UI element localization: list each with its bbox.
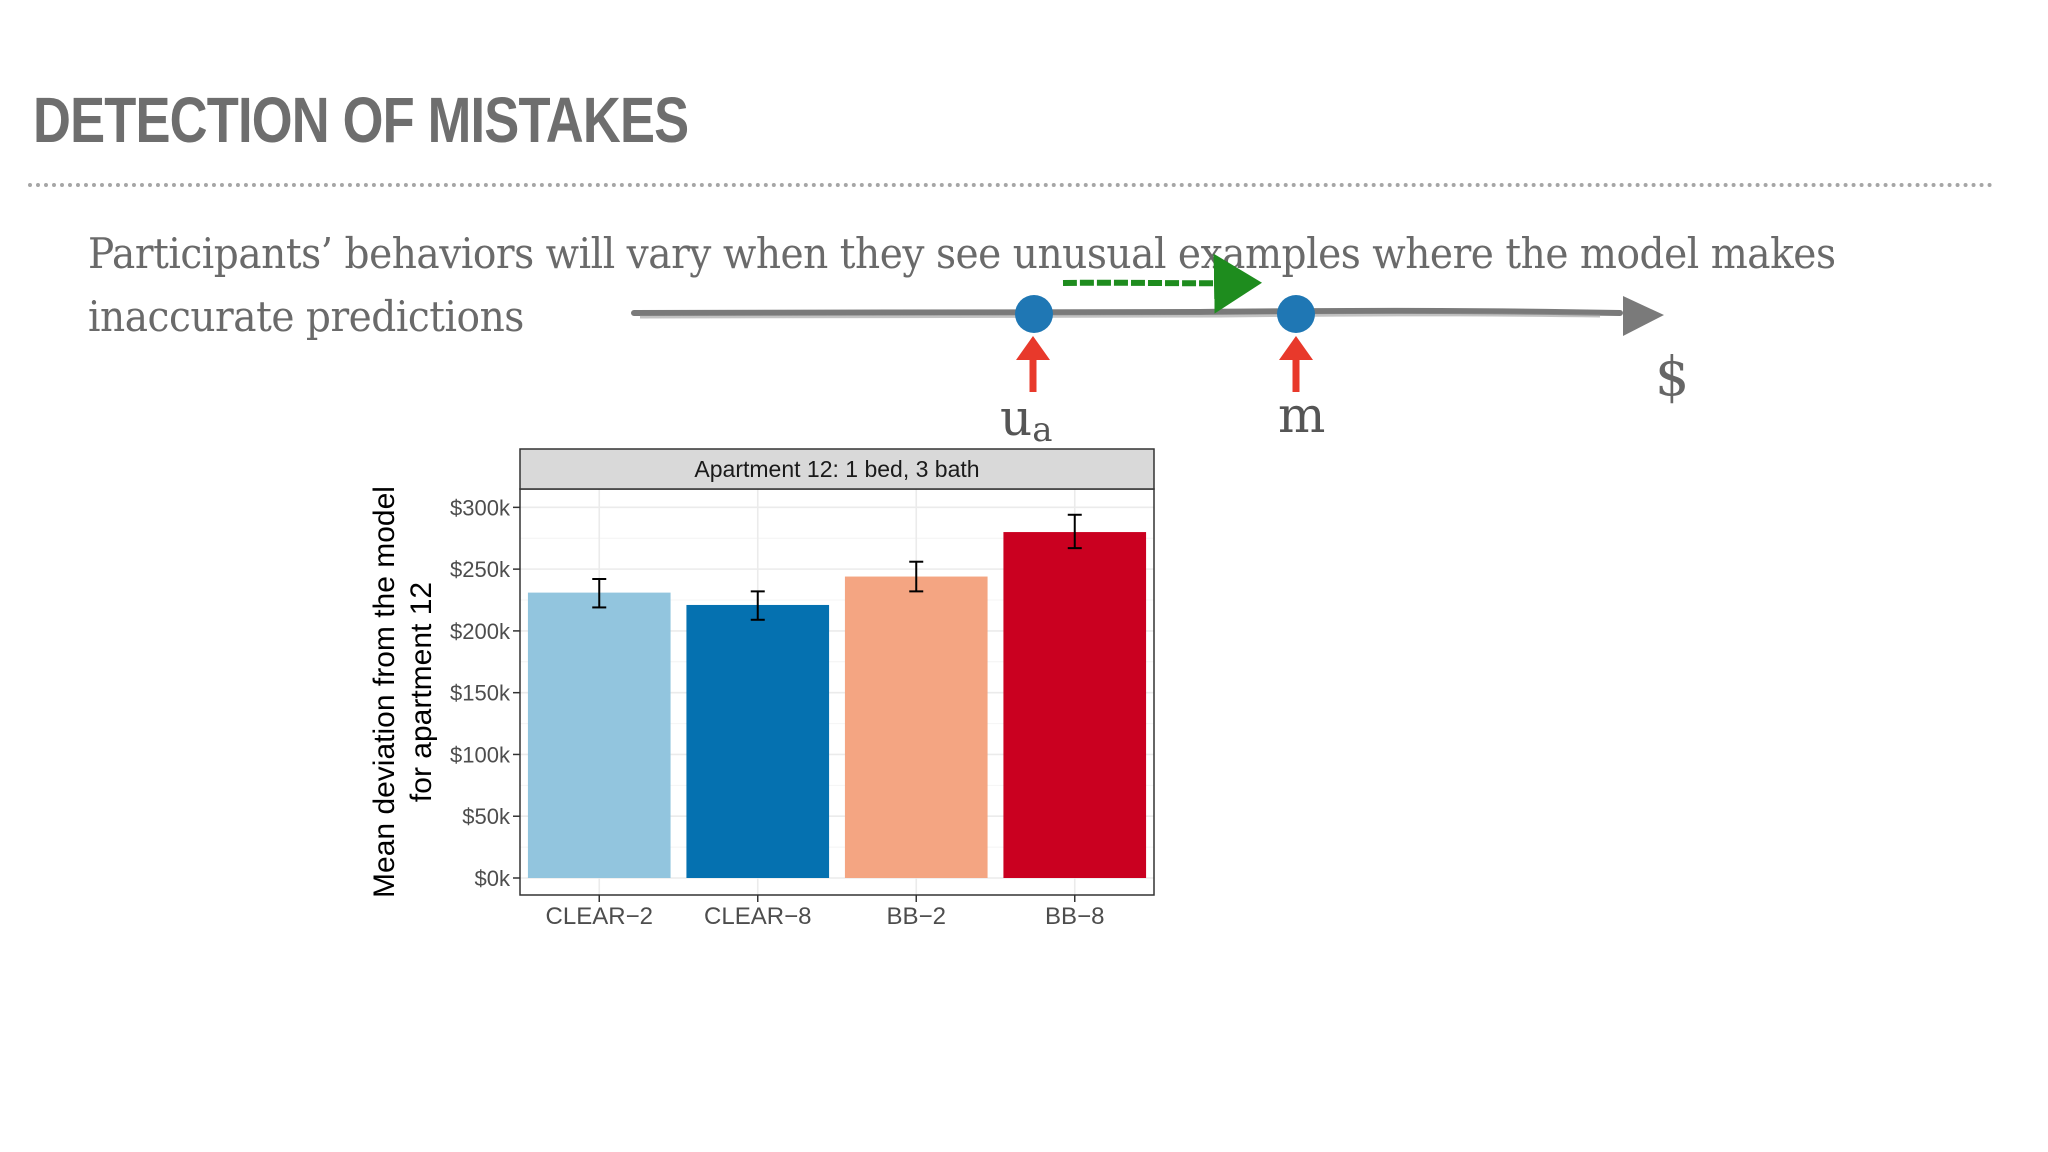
chart-title: Apartment 12: 1 bed, 3 bath (694, 456, 979, 482)
y-tick-label: $50k (462, 804, 511, 829)
bar-3 (844, 576, 988, 878)
y-tick-label: $250k (450, 557, 511, 582)
slide-title: DETECTION OF MISTAKES (33, 84, 689, 156)
up-arrow-icon (1279, 336, 1313, 392)
y-axis-label-line: for apartment 12 (405, 582, 438, 802)
shift-arrow-icon (1062, 253, 1262, 314)
user-estimate-dot (1015, 295, 1053, 333)
y-tick-label: $100k (450, 742, 511, 767)
x-tick-label: BB−8 (1045, 903, 1104, 930)
y-tick-label: $0k (475, 866, 511, 891)
currency-axis-label: $ (1655, 345, 1689, 408)
up-arrow-icon (1016, 336, 1050, 392)
title-divider (28, 183, 1994, 187)
marker-label-model: m (1278, 386, 1325, 444)
y-tick-label: $300k (450, 495, 511, 520)
bar-4 (1003, 532, 1147, 878)
model-prediction-dot (1277, 295, 1315, 333)
price-axis-line (631, 307, 1623, 316)
x-tick-label: BB−2 (887, 903, 946, 930)
body-text: Participants’ behaviors will vary when t… (88, 229, 1836, 341)
price-axis-line-shadow (639, 313, 1601, 319)
marker-label-user-estimate: ua (1000, 389, 1052, 450)
x-tick-label: CLEAR−2 (546, 903, 653, 930)
axis-arrowhead-icon (1623, 296, 1664, 336)
y-axis-label-line: Mean deviation from the model (368, 486, 401, 898)
x-tick-label: CLEAR−8 (704, 903, 811, 930)
y-axis-label: Mean deviation from the model for apartme… (368, 486, 438, 898)
y-tick-label: $200k (450, 619, 511, 644)
y-tick-label: $150k (450, 681, 511, 706)
bar-2 (686, 604, 830, 878)
facet-strip (519, 448, 1155, 490)
bar-1 (527, 592, 671, 878)
